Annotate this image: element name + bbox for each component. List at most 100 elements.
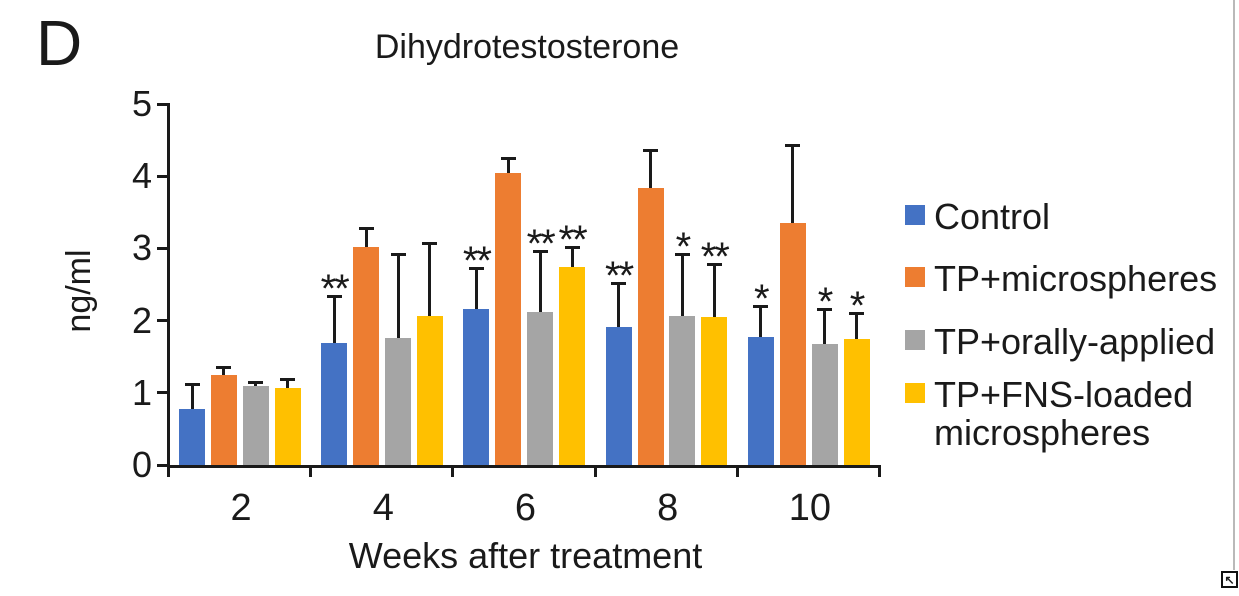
- y-axis-tick: [157, 319, 170, 323]
- significance-asterisks: **: [605, 254, 634, 299]
- significance-asterisks: **: [526, 221, 556, 266]
- plot-area: Weeks after treatment 0 1 2 3 4 5 2 4 6 8 10 ** ** **…: [132, 85, 881, 576]
- bar: [210, 375, 237, 465]
- x-axis-tick: [878, 468, 881, 477]
- error-bar-cap: [532, 249, 548, 253]
- error-bar: [649, 148, 652, 189]
- error-bar: [823, 308, 827, 344]
- error-bar-cap: [706, 262, 722, 266]
- y-tick-label: 2: [131, 299, 152, 341]
- error-bar-cap: [817, 308, 833, 312]
- error-bar: [759, 304, 763, 338]
- significance-asterisks: **: [558, 217, 588, 262]
- bar: [527, 311, 554, 465]
- legend-label: Control: [934, 196, 1051, 237]
- legend-item: Control: [905, 198, 1050, 236]
- bar: [416, 315, 443, 465]
- error-bar-cap: [358, 226, 374, 230]
- x-axis-tick: [451, 468, 455, 477]
- legend-swatch: [905, 330, 925, 350]
- legend-swatch: [905, 383, 925, 403]
- error-bar: [222, 366, 226, 376]
- panel-label: D: [36, 7, 83, 79]
- bar: [605, 327, 632, 465]
- error-bar-cap: [248, 380, 264, 384]
- significance-asterisks: *: [849, 283, 866, 328]
- legend-label: TP+orally-applied: [934, 321, 1216, 362]
- error-bar-cap: [326, 295, 342, 299]
- x-tick-label: 2: [230, 487, 252, 529]
- bar: [637, 188, 664, 465]
- error-bar-cap: [280, 377, 296, 381]
- y-axis-tick: [157, 102, 170, 106]
- error-bar: [332, 295, 336, 343]
- bar: [495, 172, 522, 465]
- error-bar: [617, 282, 621, 328]
- error-bar-cap: [216, 366, 232, 370]
- x-tick-label: 4: [372, 487, 394, 529]
- significance-asterisks: *: [754, 276, 770, 321]
- x-tick-label: 10: [788, 487, 832, 529]
- right-edge-divider: [1233, 0, 1235, 570]
- error-bar-cap: [643, 148, 658, 152]
- significance-asterisks: *: [817, 280, 834, 325]
- bar: [179, 408, 205, 465]
- bar: [747, 337, 774, 465]
- error-bar: [286, 377, 290, 388]
- error-bar: [474, 267, 478, 310]
- y-axis-tick: [157, 463, 170, 467]
- significance-asterisks: **: [320, 267, 350, 312]
- bar: [321, 342, 348, 465]
- x-axis-tick: [309, 468, 313, 477]
- bar: [559, 267, 586, 465]
- error-bar: [506, 156, 510, 173]
- y-axis-tick: [157, 174, 170, 178]
- error-bar: [712, 262, 716, 317]
- error-bar-cap: [564, 245, 580, 249]
- bar: [669, 315, 696, 465]
- legend-item: TP+FNS-loaded microspheres: [905, 376, 1193, 452]
- x-tick-label: 8: [657, 487, 679, 529]
- legend-item: TP+microspheres: [905, 260, 1217, 298]
- bar: [779, 223, 806, 465]
- x-axis-tick: [167, 468, 170, 477]
- legend-swatch: [905, 267, 925, 287]
- bar: [274, 387, 301, 465]
- chart-title: Dihydrotestosterone: [374, 28, 680, 66]
- error-bar: [364, 226, 368, 247]
- y-tick-label: 0: [131, 444, 152, 485]
- error-bar-cap: [611, 282, 627, 286]
- error-bar: [428, 241, 432, 316]
- error-bar-cap: [390, 253, 406, 257]
- error-bar: [190, 382, 194, 409]
- y-tick-label: 4: [131, 155, 152, 197]
- bar: [701, 317, 728, 465]
- y-tick-label: 1: [131, 371, 152, 413]
- legend-swatch: [905, 205, 925, 225]
- error-bar-cap: [849, 311, 864, 315]
- x-tick-label: 6: [514, 487, 537, 529]
- y-tick-label: 3: [131, 227, 152, 269]
- error-bar: [396, 253, 400, 338]
- error-bar: [680, 252, 684, 316]
- bar: [353, 246, 380, 465]
- legend-item: TP+orally-applied: [905, 323, 1215, 361]
- arrow-up-left-glyph: ↖: [1224, 572, 1235, 587]
- significance-asterisks: *: [675, 224, 692, 269]
- y-axis-tick: [157, 246, 170, 250]
- x-axis-tick: [735, 468, 739, 477]
- error-bar: [570, 245, 574, 268]
- collapse-top-left-icon[interactable]: ↖: [1221, 571, 1238, 588]
- legend-label: TP+FNS-loaded microspheres: [934, 374, 1194, 453]
- y-tick-label: 5: [131, 83, 152, 124]
- error-bar-cap: [184, 382, 200, 386]
- bar: [843, 339, 870, 465]
- error-bar-cap: [500, 156, 516, 160]
- significance-asterisks: **: [462, 239, 492, 284]
- bar: [242, 385, 269, 465]
- error-bar: [538, 249, 542, 312]
- error-bar-cap: [785, 143, 801, 147]
- error-bar-cap: [753, 304, 769, 308]
- error-bar: [791, 143, 795, 224]
